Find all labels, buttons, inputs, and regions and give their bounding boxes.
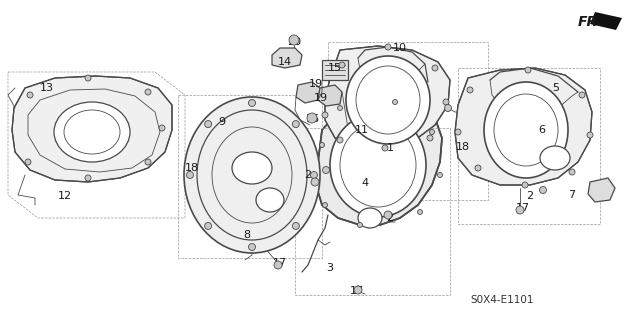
Text: 14: 14 bbox=[278, 57, 292, 67]
Circle shape bbox=[516, 206, 524, 214]
Ellipse shape bbox=[256, 188, 284, 212]
Circle shape bbox=[85, 175, 91, 181]
Circle shape bbox=[310, 172, 317, 179]
Circle shape bbox=[339, 62, 345, 68]
Polygon shape bbox=[272, 48, 302, 68]
Ellipse shape bbox=[484, 82, 568, 178]
Circle shape bbox=[27, 92, 33, 98]
Polygon shape bbox=[318, 85, 342, 106]
Ellipse shape bbox=[540, 146, 570, 170]
Circle shape bbox=[540, 187, 547, 194]
Circle shape bbox=[205, 121, 212, 128]
Circle shape bbox=[579, 92, 585, 98]
Text: 20: 20 bbox=[287, 37, 301, 47]
Circle shape bbox=[432, 65, 438, 71]
Text: 2: 2 bbox=[387, 213, 394, 223]
Circle shape bbox=[319, 143, 324, 147]
Polygon shape bbox=[590, 12, 622, 30]
Ellipse shape bbox=[54, 102, 130, 162]
Circle shape bbox=[443, 99, 449, 105]
Circle shape bbox=[587, 132, 593, 138]
Circle shape bbox=[289, 35, 299, 45]
Text: 9: 9 bbox=[218, 117, 225, 127]
Circle shape bbox=[429, 130, 435, 135]
Circle shape bbox=[455, 129, 461, 135]
Polygon shape bbox=[296, 82, 320, 103]
Polygon shape bbox=[588, 178, 615, 202]
Ellipse shape bbox=[232, 152, 272, 184]
Circle shape bbox=[205, 222, 212, 229]
Polygon shape bbox=[455, 68, 592, 185]
Ellipse shape bbox=[346, 56, 430, 144]
Polygon shape bbox=[12, 76, 172, 182]
Circle shape bbox=[85, 75, 91, 81]
Circle shape bbox=[438, 173, 442, 177]
Text: 5: 5 bbox=[552, 83, 559, 93]
Text: 17: 17 bbox=[273, 258, 287, 268]
Text: 10: 10 bbox=[393, 43, 407, 53]
Circle shape bbox=[384, 211, 392, 219]
Text: 13: 13 bbox=[40, 83, 54, 93]
Text: 18: 18 bbox=[185, 163, 199, 173]
Polygon shape bbox=[322, 60, 348, 80]
Circle shape bbox=[569, 169, 575, 175]
Text: 17: 17 bbox=[516, 203, 530, 213]
Circle shape bbox=[248, 100, 255, 107]
Circle shape bbox=[292, 222, 300, 229]
Text: 17: 17 bbox=[350, 286, 364, 296]
Text: S0X4-E1101: S0X4-E1101 bbox=[470, 295, 534, 305]
Circle shape bbox=[322, 112, 328, 118]
Circle shape bbox=[159, 125, 165, 131]
Circle shape bbox=[248, 243, 255, 250]
Text: 12: 12 bbox=[58, 191, 72, 201]
Text: 2: 2 bbox=[305, 170, 312, 180]
Circle shape bbox=[354, 286, 362, 294]
Circle shape bbox=[145, 159, 151, 165]
Circle shape bbox=[445, 105, 451, 112]
Circle shape bbox=[145, 89, 151, 95]
Text: FR.: FR. bbox=[578, 15, 604, 29]
Circle shape bbox=[274, 261, 282, 269]
Circle shape bbox=[186, 172, 193, 179]
Ellipse shape bbox=[358, 208, 382, 228]
Text: 8: 8 bbox=[243, 230, 251, 240]
Ellipse shape bbox=[184, 97, 320, 253]
Text: 3: 3 bbox=[326, 263, 333, 273]
Circle shape bbox=[323, 203, 328, 207]
Circle shape bbox=[25, 159, 31, 165]
Circle shape bbox=[427, 135, 433, 141]
Circle shape bbox=[323, 167, 330, 174]
Polygon shape bbox=[316, 100, 442, 225]
Text: 2: 2 bbox=[527, 191, 534, 201]
Text: 16: 16 bbox=[306, 114, 320, 124]
Circle shape bbox=[337, 106, 342, 110]
Circle shape bbox=[311, 178, 319, 186]
Circle shape bbox=[385, 44, 391, 50]
Circle shape bbox=[292, 121, 300, 128]
Text: 6: 6 bbox=[538, 125, 545, 135]
Circle shape bbox=[382, 145, 388, 151]
Circle shape bbox=[417, 210, 422, 214]
Text: 4: 4 bbox=[362, 178, 369, 188]
Circle shape bbox=[392, 100, 397, 105]
Circle shape bbox=[475, 165, 481, 171]
Circle shape bbox=[525, 67, 531, 73]
Circle shape bbox=[337, 137, 343, 143]
Text: 7: 7 bbox=[568, 190, 575, 200]
Text: 1: 1 bbox=[387, 143, 394, 153]
Text: 19: 19 bbox=[314, 93, 328, 103]
Text: 15: 15 bbox=[328, 63, 342, 73]
Circle shape bbox=[467, 87, 473, 93]
Circle shape bbox=[358, 222, 362, 227]
Text: 11: 11 bbox=[355, 125, 369, 135]
Text: 19: 19 bbox=[309, 79, 323, 89]
Circle shape bbox=[307, 113, 317, 123]
Text: 18: 18 bbox=[456, 142, 470, 152]
Polygon shape bbox=[325, 46, 450, 148]
Circle shape bbox=[522, 182, 528, 188]
Ellipse shape bbox=[330, 113, 426, 217]
